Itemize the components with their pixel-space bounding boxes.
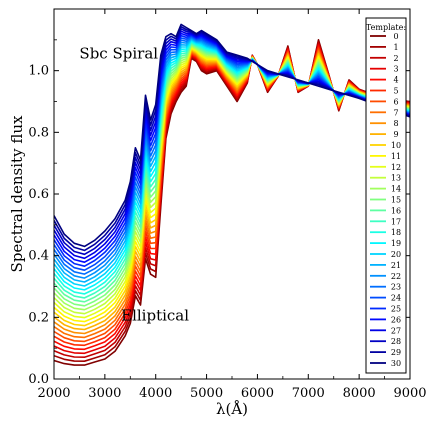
legend-label-0: 0	[393, 32, 398, 41]
legend-label-28: 28	[391, 337, 401, 346]
legend-label-12: 12	[391, 163, 401, 172]
y-tick-label: 0.0	[28, 372, 49, 387]
legend: Template: 012345678910111213141516171819…	[365, 17, 407, 374]
annotations: Sbc Spiral Elliptical	[79, 44, 189, 324]
y-axis: 0.0 0.2 0.4 0.6 0.8 1.0	[28, 39, 410, 387]
y-tick-label: 0.8	[28, 125, 49, 140]
x-tick-label: 2000	[37, 386, 70, 401]
legend-label-2: 2	[393, 54, 398, 63]
legend-label-24: 24	[391, 294, 401, 303]
legend-label-1: 1	[393, 43, 398, 52]
series-group	[54, 23, 410, 366]
y-tick-label: 1.0	[28, 64, 49, 79]
legend-label-25: 25	[391, 305, 401, 314]
legend-label-4: 4	[393, 76, 398, 85]
x-tick-label: 3000	[88, 386, 121, 401]
legend-frame	[365, 17, 407, 374]
legend-label-30: 30	[391, 359, 401, 368]
legend-label-18: 18	[391, 228, 401, 237]
legend-label-14: 14	[391, 185, 401, 194]
x-tick-label: 5000	[190, 386, 223, 401]
y-tick-label: 0.6	[28, 187, 49, 202]
legend-label-11: 11	[391, 152, 401, 161]
y-tick-label: 0.2	[28, 310, 49, 325]
legend-label-27: 27	[391, 326, 401, 335]
legend-label-16: 16	[391, 206, 401, 215]
x-axis-title: λ(Å)	[216, 400, 248, 418]
legend-label-5: 5	[393, 87, 398, 96]
x-tick-label: 6000	[241, 386, 274, 401]
legend-label-17: 17	[391, 217, 401, 226]
x-axis: 2000 3000 4000 5000 6000 7000 8000 9000	[37, 9, 427, 401]
legend-label-13: 13	[391, 174, 401, 183]
legend-label-29: 29	[391, 348, 401, 357]
x-tick-label: 8000	[343, 386, 376, 401]
legend-label-20: 20	[391, 250, 401, 259]
x-tick-label: 4000	[139, 386, 172, 401]
legend-label-15: 15	[391, 196, 401, 205]
legend-title: Template:	[366, 23, 406, 32]
legend-label-23: 23	[391, 283, 401, 292]
y-tick-label: 0.4	[28, 249, 49, 264]
legend-label-6: 6	[393, 97, 398, 106]
annotation-sbc-spiral: Sbc Spiral	[79, 44, 158, 62]
legend-label-21: 21	[391, 261, 401, 270]
x-tick-label: 7000	[292, 386, 325, 401]
legend-label-7: 7	[393, 108, 398, 117]
annotation-elliptical: Elliptical	[121, 306, 189, 324]
legend-label-26: 26	[391, 315, 401, 324]
legend-label-9: 9	[393, 130, 398, 139]
x-tick-label: 9000	[393, 386, 426, 401]
legend-label-22: 22	[391, 272, 401, 281]
y-axis-title: Spectral density flux	[8, 115, 26, 272]
legend-label-3: 3	[393, 65, 398, 74]
legend-label-10: 10	[391, 141, 401, 150]
series-line-template-30	[54, 23, 410, 248]
legend-label-8: 8	[393, 119, 398, 128]
legend-label-19: 19	[391, 239, 401, 248]
